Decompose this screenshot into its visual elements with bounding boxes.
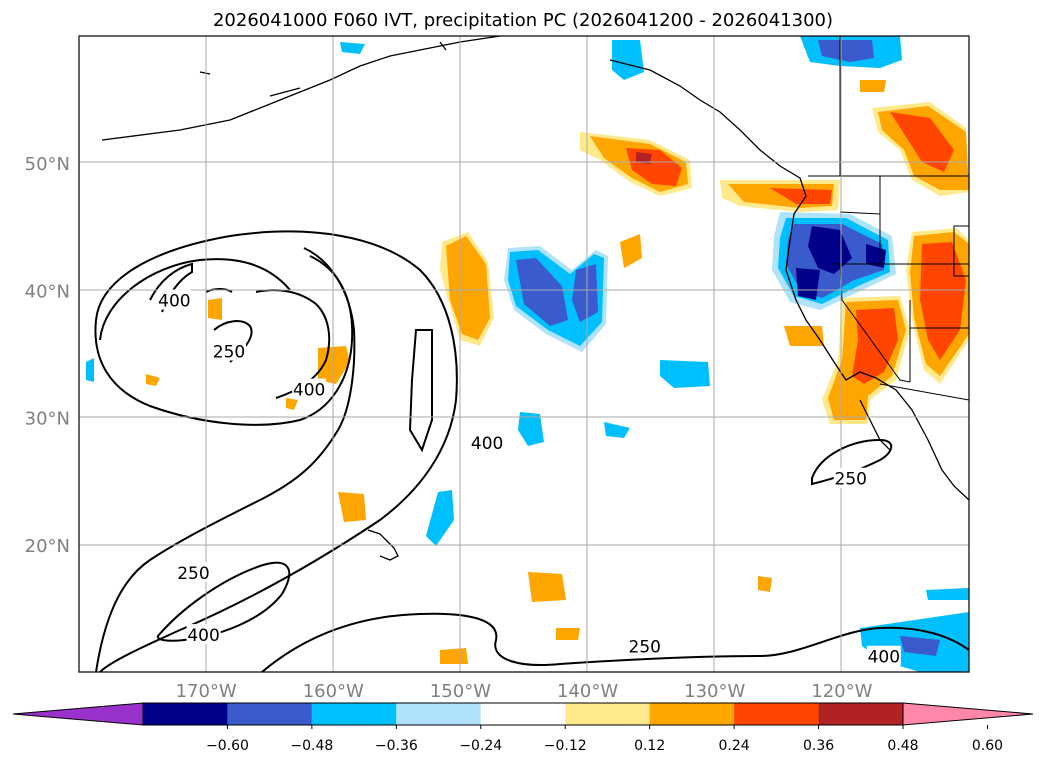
colorbar-tick-label: 0.48 [887,738,918,754]
colorbar-over-triangle [902,702,1034,726]
colorbar: −0.60 −0.48 −0.36 −0.24 −0.12 0.12 0.24 0.36 0.4… [12,702,1034,754]
lon-label: 170°W [176,681,237,702]
contour-label: 400 [471,434,503,454]
colorbar-tick-label: 0.60 [972,738,1003,754]
gridlines [79,36,969,672]
colorbar-tick-label: 0.12 [634,738,665,754]
contour-label-bg [212,340,247,361]
lon-label: 120°W [811,681,872,702]
coastlines [101,36,969,561]
contour-label-bg [176,561,211,582]
colorbar-tick-label: −0.24 [459,738,502,754]
contour-label: 250 [629,638,661,658]
lat-label: 40°N [25,281,70,302]
contour-label-bg [186,624,221,645]
colorbar-tick-label: −0.48 [290,738,333,754]
lat-label: 20°N [25,536,70,557]
colorbar-tick-label: −0.36 [375,738,418,754]
lon-label: 140°W [557,681,618,702]
colorbar-segment [480,703,566,725]
ivt-contours [94,230,969,672]
contour-label: 250 [177,564,209,584]
contour-label: 250 [213,342,245,362]
colorbar-tick-label: −0.60 [206,738,249,754]
contour-label: 250 [835,470,867,490]
colorbar-under-triangle [12,702,144,726]
longitude-labels: 170°W 160°W 150°W 140°W 130°W 120°W [176,681,873,702]
colorbar-tick-label: 0.24 [719,738,750,754]
colorbar-segment [818,703,903,725]
contour-label: 400 [158,292,190,312]
contour-label-bg [292,378,327,399]
colorbar-segment [565,703,650,725]
lon-label: 130°W [684,681,745,702]
colorbar-frame [142,702,904,726]
colorbar-segment [311,703,397,725]
map-plot-area: 400 250 400 400 250 400 250 250 400 [79,36,969,672]
contour-label-bg [866,645,901,666]
lon-label: 150°W [430,681,491,702]
ivt-contour-labels: 400 250 400 400 250 400 250 250 400 [157,289,901,668]
latitude-labels: 50°N 40°N 30°N 20°N [25,154,70,557]
lon-label: 160°W [303,681,364,702]
colorbar-segment [143,703,228,725]
map-frame [78,35,970,673]
colorbar-segment [734,703,819,725]
lat-label: 50°N [25,154,70,175]
colorbar-tick-label: 0.36 [803,738,834,754]
lat-label: 30°N [25,409,70,430]
contour-label-bg [470,432,505,453]
contour-label-bg [627,635,662,656]
colorbar-tick-label: −0.12 [544,738,587,754]
contour-label-bg [157,289,192,310]
colorbar-segment [649,703,735,725]
contour-label: 400 [293,381,325,401]
colorbar-segment [396,703,481,725]
contour-label-bg [833,467,868,488]
figure-title: 2026041000 F060 IVT, precipitation PC (2… [213,10,833,31]
contour-label: 400 [187,626,219,646]
colorbar-segment [227,703,312,725]
contour-label: 400 [868,648,900,668]
